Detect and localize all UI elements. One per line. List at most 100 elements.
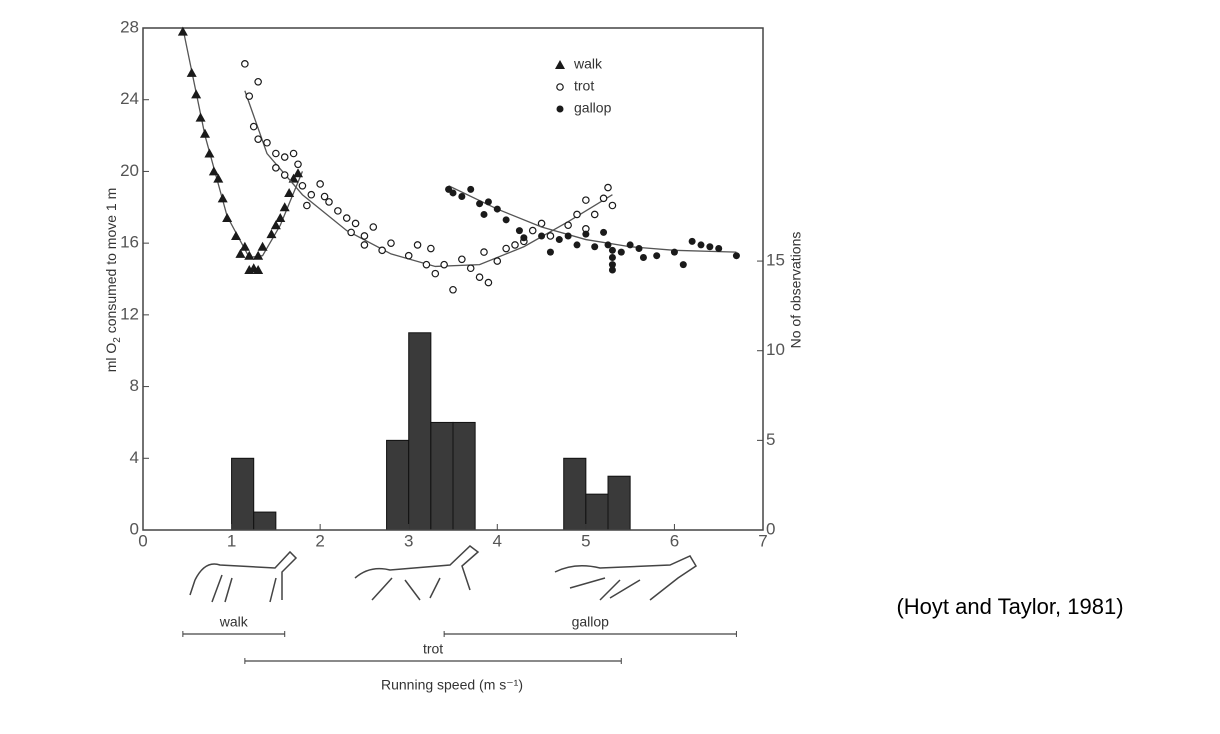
data-point <box>431 269 440 278</box>
data-point <box>186 67 197 77</box>
data-point <box>476 200 484 208</box>
data-point <box>502 244 510 253</box>
data-point <box>466 264 475 273</box>
y-axis-label-part: ml O <box>103 343 119 373</box>
y-axis-label-part: 2 <box>112 337 123 343</box>
y-tick-label: 0 <box>130 519 139 538</box>
data-point <box>449 189 457 197</box>
data-point <box>688 237 696 245</box>
data-point <box>564 232 572 240</box>
gait-label: trot <box>423 641 443 657</box>
histogram-bar <box>563 457 587 531</box>
y-tick-label: 16 <box>120 233 139 252</box>
data-point <box>208 166 219 176</box>
data-point <box>235 248 246 258</box>
data-point <box>272 164 280 172</box>
data-point <box>307 190 316 199</box>
data-point <box>204 148 215 158</box>
data-point <box>475 273 484 282</box>
data-point <box>254 77 262 86</box>
y-tick-label: 24 <box>120 89 139 108</box>
histogram-bar <box>430 421 454 531</box>
data-point <box>263 138 271 147</box>
y2-tick-label: 15 <box>766 251 785 270</box>
horse-sketches <box>189 545 698 603</box>
data-point <box>177 26 188 36</box>
y2-tick-label: 10 <box>766 340 785 359</box>
data-point <box>222 213 233 223</box>
x-axis-label: Running speed (m s⁻¹) <box>381 677 523 693</box>
data-point <box>639 253 647 261</box>
data-point <box>387 239 395 247</box>
data-point <box>369 223 378 231</box>
data-point <box>573 241 581 249</box>
data-point <box>608 246 616 254</box>
data-point <box>697 241 705 249</box>
data-point <box>608 266 616 274</box>
data-point <box>334 207 342 215</box>
data-point <box>254 135 262 143</box>
data-point <box>280 153 289 161</box>
data-point <box>266 229 277 239</box>
data-point <box>493 205 501 213</box>
horse-walk <box>189 550 298 603</box>
data-point <box>608 253 616 261</box>
data-point <box>280 171 289 179</box>
x-tick-label: 1 <box>227 531 236 550</box>
y-tick-label: 20 <box>120 161 139 180</box>
horse-gallop <box>554 555 698 601</box>
data-point <box>546 232 555 240</box>
x-tick-label: 3 <box>404 531 413 550</box>
data-point <box>538 232 546 240</box>
data-point <box>732 252 740 260</box>
data-point <box>449 285 457 294</box>
y-tick-label: 28 <box>120 17 139 36</box>
histogram-bar <box>607 475 631 531</box>
gait-label: gallop <box>572 614 610 630</box>
legend-marker <box>555 60 565 69</box>
data-point <box>253 265 264 275</box>
data-point <box>284 187 295 197</box>
data-point <box>679 261 687 269</box>
data-point <box>200 128 210 138</box>
data-point <box>360 232 369 240</box>
data-point <box>635 245 643 253</box>
data-point <box>288 173 299 183</box>
histogram-bar <box>408 332 432 531</box>
legend-label: trot <box>574 78 594 94</box>
data-point <box>480 210 488 218</box>
data-point <box>515 227 523 235</box>
data-point <box>427 244 435 253</box>
data-point <box>608 261 616 269</box>
histogram-bar <box>452 421 476 531</box>
data-point <box>191 89 202 99</box>
data-point <box>294 160 302 169</box>
data-point <box>253 250 264 260</box>
data-point <box>484 278 493 287</box>
data-point <box>303 201 311 210</box>
data-point <box>604 183 612 192</box>
x-tick-label: 4 <box>493 531 502 550</box>
data-point <box>279 202 290 212</box>
legend-label: walk <box>573 56 603 72</box>
data-point <box>351 219 360 228</box>
data-point <box>245 92 254 100</box>
x-tick-label: 6 <box>670 531 679 550</box>
legend-marker <box>556 83 564 91</box>
data-point <box>546 248 554 256</box>
y2-tick-label: 0 <box>766 519 775 538</box>
y-axis-label: ml O2 consumed to move 1 m <box>103 188 123 373</box>
data-point <box>706 243 714 251</box>
data-point <box>249 122 258 131</box>
x-tick-label: 0 <box>138 531 147 550</box>
data-point <box>502 216 510 224</box>
y2-axis-label: No of observations <box>788 232 804 349</box>
data-point <box>600 228 608 236</box>
histogram-bar <box>386 439 410 531</box>
data-point <box>213 173 224 183</box>
y2-tick-label: 5 <box>766 430 775 449</box>
data-point <box>404 251 413 260</box>
data-point <box>440 260 448 269</box>
y-tick-label: 8 <box>130 376 139 395</box>
